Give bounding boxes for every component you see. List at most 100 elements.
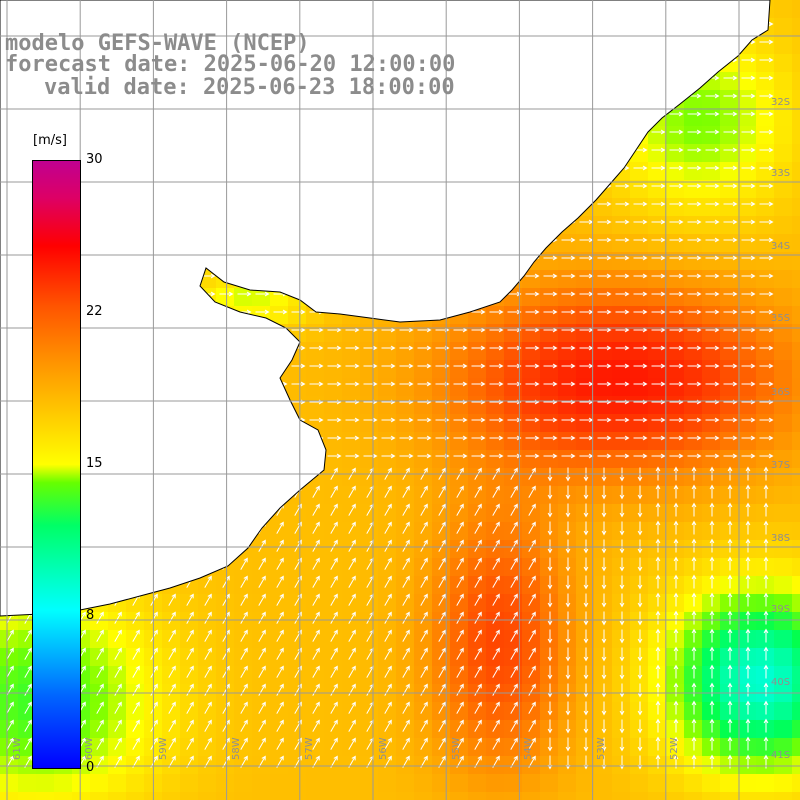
wind-arrow [348, 593, 356, 606]
wind-arrow [615, 255, 630, 261]
wind-arrow [723, 237, 738, 243]
wind-arrow [561, 273, 576, 279]
wind-arrow [759, 417, 774, 423]
field-cell [90, 648, 109, 667]
field-cell [522, 702, 541, 721]
colorbar-tick-22: 22 [86, 304, 103, 319]
field-cell [702, 774, 721, 793]
wind-arrow [6, 683, 14, 696]
wind-arrow [24, 701, 32, 714]
field-cell [792, 18, 800, 37]
wind-arrow [691, 574, 697, 589]
wind-arrow [438, 719, 446, 732]
wind-arrow [705, 345, 720, 351]
wind-arrow [633, 381, 648, 387]
wind-arrow [525, 363, 540, 369]
wind-arrow [601, 701, 607, 716]
wind-arrow [453, 453, 468, 459]
wind-arrow [637, 629, 643, 644]
wind-arrow [327, 345, 342, 351]
field-cell [612, 378, 631, 397]
wind-arrow [276, 557, 284, 570]
field-cell [342, 342, 361, 361]
wind-arrow [651, 255, 666, 261]
wind-arrow [525, 309, 540, 315]
field-cell [666, 180, 685, 199]
wind-arrow [673, 610, 679, 625]
field-cell [468, 720, 487, 739]
wind-arrow [507, 327, 522, 333]
field-cell [198, 576, 217, 595]
field-cell [504, 666, 523, 685]
wind-arrow [691, 628, 697, 643]
wind-arrow [132, 647, 140, 660]
wind-arrow [150, 593, 158, 606]
field-cell [792, 648, 800, 667]
wind-arrow [168, 719, 176, 732]
wind-arrow [348, 485, 356, 498]
wind-arrow [673, 574, 679, 589]
wind-arrow [763, 556, 769, 571]
wind-arrow [240, 665, 248, 678]
field-cell [324, 342, 343, 361]
wind-arrow [727, 520, 733, 535]
field-cell [738, 306, 757, 325]
wind-arrow [583, 629, 589, 644]
wind-arrow [727, 664, 733, 679]
wind-arrow [601, 503, 607, 518]
wind-arrow [561, 309, 576, 315]
field-cell [540, 792, 559, 800]
field-cell [450, 540, 469, 559]
wind-arrow [669, 291, 684, 297]
field-cell [198, 612, 217, 631]
field-cell [738, 378, 757, 397]
wind-arrow [438, 503, 446, 516]
field-cell [738, 432, 757, 451]
wind-arrow [348, 701, 356, 714]
wind-arrow [727, 502, 733, 517]
field-cell [756, 288, 775, 307]
wind-arrow [597, 363, 612, 369]
field-cell [342, 594, 361, 613]
field-cell [450, 468, 469, 487]
field-cell [288, 774, 307, 793]
field-cell [504, 540, 523, 559]
field-cell [252, 738, 271, 757]
colorbar-tick-0: 0 [86, 760, 95, 775]
wind-arrow [565, 701, 571, 716]
wind-arrow [691, 736, 697, 751]
wind-arrow [547, 521, 553, 536]
wind-arrow [276, 647, 284, 660]
lat-label: 37S [771, 460, 791, 471]
field-cell [702, 270, 721, 289]
wind-arrow [528, 557, 536, 570]
wind-arrow [763, 736, 769, 751]
field-cell [630, 324, 649, 343]
field-cell [450, 504, 469, 523]
field-cell [774, 252, 793, 271]
wind-arrow [687, 201, 702, 207]
field-cell [774, 180, 793, 199]
field-cell [234, 720, 253, 739]
field-cell [720, 144, 739, 163]
wind-arrow [547, 665, 553, 680]
wind-arrow [528, 701, 536, 714]
wind-arrow [438, 737, 446, 750]
field-cell [324, 630, 343, 649]
field-cell [360, 450, 379, 469]
wind-arrow [543, 273, 558, 279]
field-cell [486, 540, 505, 559]
field-cell [630, 342, 649, 361]
field-cell [594, 306, 613, 325]
wind-arrow [687, 111, 702, 117]
wind-arrow [327, 327, 342, 333]
field-cell [306, 504, 325, 523]
wind-arrow [709, 610, 715, 625]
field-cell [756, 72, 775, 91]
field-cell [504, 594, 523, 613]
wind-arrow [384, 665, 392, 678]
field-cell [522, 468, 541, 487]
field-cell [756, 36, 775, 55]
field-cell [306, 378, 325, 397]
wind-arrow [705, 381, 720, 387]
